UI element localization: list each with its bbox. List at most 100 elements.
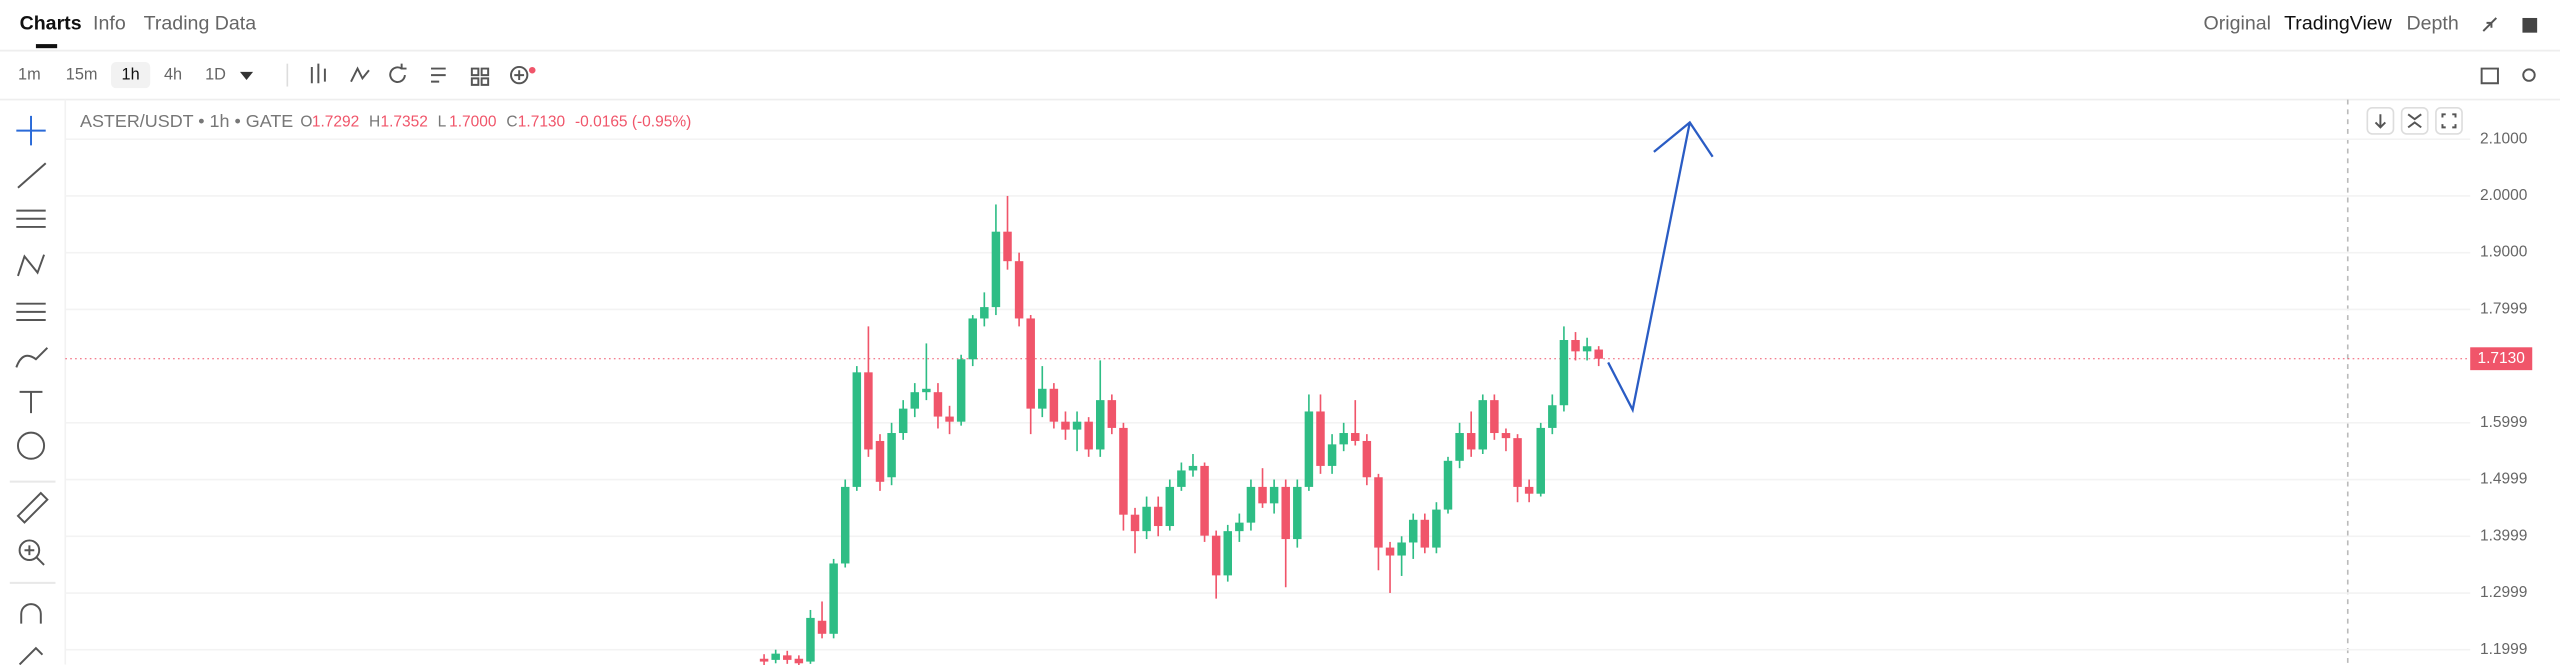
fullscreen-icon[interactable] (2482, 17, 2498, 32)
add-icon[interactable] (510, 65, 529, 85)
candle-body (1026, 318, 1035, 409)
candle-body (852, 372, 862, 487)
emoji-tool[interactable] (16, 431, 46, 460)
candle-body (1084, 421, 1093, 450)
candle-body (956, 359, 966, 422)
candle-body (1061, 421, 1070, 430)
candle-body (1443, 460, 1453, 510)
candle-body (1513, 438, 1522, 487)
y-tick-label: 1.9000 (2480, 244, 2528, 261)
replay-icon[interactable] (389, 63, 407, 84)
y-tick-label: 1.5999 (2480, 414, 2527, 431)
candle-body (829, 563, 838, 634)
candle-body (887, 433, 896, 478)
y-tick-label: 1.2999 (2480, 584, 2527, 601)
magnet-tool[interactable] (20, 603, 42, 624)
candle-body (1304, 411, 1314, 487)
camera-icon[interactable] (2480, 67, 2499, 85)
tab[interactable]: Charts (20, 13, 82, 35)
view-mode[interactable]: Depth (2407, 13, 2459, 35)
add-icon-plus (514, 70, 525, 81)
tab[interactable]: Info (93, 13, 126, 35)
candle-body (1316, 411, 1325, 466)
settings-icon[interactable] (2522, 68, 2536, 82)
crosshair-tool[interactable] (16, 115, 46, 146)
text-tool[interactable] (19, 390, 43, 414)
tab[interactable]: Trading Data (144, 13, 257, 35)
candle-body (1246, 486, 1256, 523)
interval[interactable]: 1h (122, 65, 140, 83)
candle-body (1269, 486, 1279, 504)
view-mode[interactable]: Original (2204, 13, 2271, 35)
candle-body (980, 307, 989, 319)
legend-key: O (300, 114, 312, 131)
drawn-arrowhead (1653, 120, 1714, 158)
reset-button[interactable] (2435, 106, 2463, 135)
candle-body (1432, 509, 1441, 548)
last-price-label: 1.7130 (2478, 350, 2526, 367)
candle-body (1293, 486, 1302, 540)
interval[interactable]: 1D (205, 65, 226, 83)
candle-body (817, 620, 827, 634)
candle-body (1200, 465, 1209, 536)
candle-body (1408, 519, 1418, 543)
candle-body (1258, 486, 1267, 504)
candle-body (875, 440, 885, 482)
candle-body (1153, 506, 1163, 527)
y-tick-label: 1.1999 (2480, 641, 2527, 658)
collapse-icon (2407, 113, 2422, 129)
indicator-icon[interactable] (350, 66, 370, 83)
view-mode[interactable]: TradingView (2284, 13, 2393, 35)
zoom-tool[interactable] (18, 539, 41, 561)
candle-body (1385, 547, 1395, 556)
pattern-tool[interactable] (17, 254, 46, 277)
candle-body (1014, 261, 1024, 319)
legend-value: 1.7352 (380, 114, 427, 131)
interval[interactable]: 4h (164, 65, 182, 83)
legend-key: C (506, 114, 517, 131)
candle-type-icon[interactable] (310, 63, 326, 84)
candle-body (806, 617, 815, 662)
zoom-tool-detail (24, 545, 45, 566)
candle-body (1351, 433, 1360, 441)
lock-tool[interactable] (18, 646, 44, 665)
candle-body (1339, 433, 1348, 445)
interval[interactable]: 15m (66, 65, 98, 83)
interval[interactable]: 1m (18, 65, 41, 83)
candle-body (1119, 427, 1128, 515)
candle-body (1420, 519, 1430, 548)
collapse-button[interactable] (2400, 106, 2429, 135)
candle-body (783, 655, 792, 660)
legend-key: H (369, 114, 380, 131)
toolbar-icons (310, 17, 2536, 86)
candle-body (922, 388, 931, 393)
layout-icon[interactable] (470, 67, 490, 86)
drawn-arrow[interactable] (1607, 122, 1691, 414)
brush-tool[interactable] (15, 347, 49, 368)
candle-body (1571, 340, 1580, 352)
candle-body (1165, 486, 1175, 527)
candle-body (1096, 400, 1105, 450)
candle-body (945, 416, 954, 422)
dropdown-icon[interactable] (240, 71, 254, 81)
fib-tool[interactable] (16, 209, 46, 228)
candle-body (1490, 400, 1499, 434)
candle-body (1594, 349, 1603, 359)
plot-area: 2.1000 2.0000 1.9000 1.7999 1.5999 1.4999 1.39… (65, 111, 2533, 665)
candle-body (1072, 421, 1082, 430)
y-tick-label: 1.3999 (2480, 527, 2527, 544)
candle-body (910, 392, 920, 409)
template-icon[interactable] (431, 67, 446, 83)
candle-body (1536, 427, 1545, 494)
line-tool[interactable] (17, 162, 47, 189)
projection-tool[interactable] (16, 302, 46, 321)
candle-body (759, 658, 769, 662)
stop-icon[interactable] (2522, 17, 2538, 33)
legend-key: L (438, 114, 447, 131)
candle-body (1559, 340, 1569, 406)
candle-body (1130, 514, 1140, 532)
measure-tool[interactable] (16, 491, 49, 524)
